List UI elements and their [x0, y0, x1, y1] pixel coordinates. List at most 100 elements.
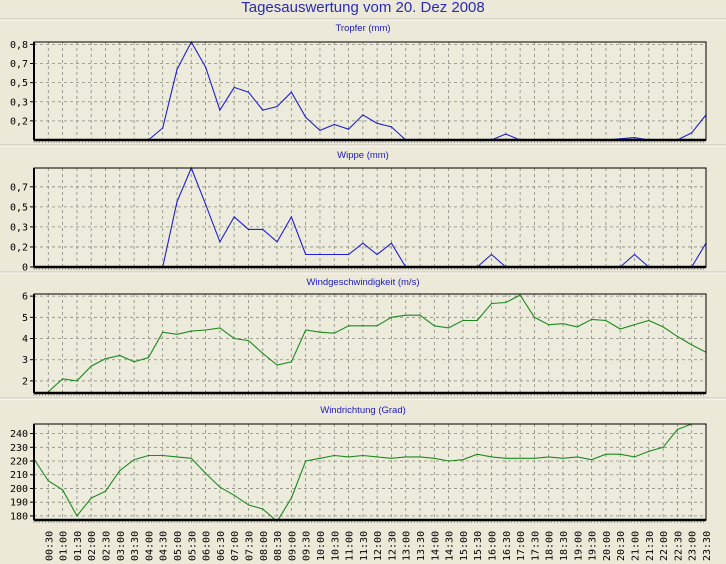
y-tick-label: 190 — [10, 498, 28, 509]
data-point — [633, 253, 636, 256]
plot-area — [34, 168, 706, 267]
data-point — [162, 127, 164, 129]
x-tick-label: 09:30 — [302, 531, 313, 561]
x-tick-label: 18:30 — [559, 531, 570, 561]
y-tick-label: 0,3 — [10, 222, 28, 233]
data-point — [204, 203, 207, 205]
data-point — [390, 457, 393, 459]
y-tick-label: 5 — [22, 313, 28, 324]
data-point — [548, 324, 550, 326]
x-tick-label: 05:30 — [187, 531, 198, 561]
data-point — [448, 327, 450, 329]
data-point — [419, 314, 421, 316]
x-tick-label: 08:30 — [273, 531, 284, 561]
x-tick-label: 01:00 — [59, 531, 70, 561]
x-tick-label: 08:00 — [259, 531, 270, 561]
data-point — [247, 504, 250, 506]
y-tick-label: 230 — [10, 443, 28, 454]
data-point — [576, 326, 578, 328]
data-point — [576, 456, 578, 458]
x-tick-label: 23:30 — [702, 531, 713, 561]
data-point — [47, 480, 49, 482]
y-tick-label: 4 — [22, 334, 28, 345]
data-point — [347, 253, 350, 256]
x-tick-label: 01:30 — [73, 531, 84, 561]
series-line — [33, 423, 706, 523]
data-point — [233, 86, 235, 89]
data-point — [648, 319, 650, 322]
x-tick-label: 16:00 — [488, 531, 499, 561]
data-point — [648, 450, 650, 453]
y-tick-label: 6 — [22, 292, 28, 303]
y-tick-label: 0,5 — [10, 78, 28, 89]
data-point — [190, 330, 192, 332]
y-tick-label: 210 — [10, 470, 28, 481]
y-tick-label: 0 — [22, 263, 28, 274]
data-point — [676, 428, 679, 431]
x-tick-label: 17:30 — [530, 531, 541, 561]
plot-area — [34, 424, 706, 520]
y-tick-label: 200 — [10, 484, 28, 495]
data-point — [390, 126, 393, 128]
data-point — [691, 344, 693, 346]
x-tick-label: 13:00 — [402, 531, 413, 561]
data-point — [276, 105, 278, 108]
chart-title: Wippe (mm) — [337, 150, 389, 161]
y-tick-label: 0,8 — [10, 40, 28, 51]
x-tick-label: 21:30 — [645, 531, 656, 561]
data-point — [104, 358, 107, 360]
x-tick-label: 06:30 — [216, 531, 227, 561]
x-tick-label: 04:00 — [144, 531, 155, 561]
data-point — [61, 489, 64, 491]
data-point — [390, 242, 393, 244]
x-tick-label: 02:30 — [101, 531, 112, 561]
data-point — [490, 253, 493, 256]
x-tick-label: 11:30 — [359, 531, 370, 561]
chart-title: Windgeschwindigkeit (m/s) — [307, 277, 420, 288]
data-point — [61, 378, 64, 380]
data-point — [305, 253, 307, 256]
data-point — [76, 380, 78, 382]
data-point — [462, 319, 464, 322]
plot-area — [34, 42, 706, 140]
x-tick-label: 12:30 — [387, 531, 398, 561]
chart-1: Tropfer (mm) 0,2 0,3 0,5 0,7 0,8 — [10, 23, 707, 143]
data-point — [147, 356, 149, 359]
data-point — [362, 454, 364, 457]
data-point — [419, 456, 421, 458]
y-tick-label: 0,5 — [10, 202, 28, 213]
data-point — [691, 132, 693, 134]
data-point — [247, 228, 250, 231]
x-tick-label: 20:30 — [616, 531, 627, 561]
x-tick-label: 04:30 — [159, 531, 170, 561]
x-tick-label: 19:30 — [588, 531, 599, 561]
x-tick-label: 15:30 — [473, 531, 484, 561]
x-tick-label: 03:00 — [116, 531, 127, 561]
x-tick-label: 09:00 — [287, 531, 298, 561]
data-point — [662, 326, 664, 328]
data-point — [204, 329, 207, 331]
data-point — [290, 497, 292, 499]
data-point — [333, 454, 335, 457]
data-point — [562, 323, 564, 325]
data-point — [591, 318, 593, 321]
x-tick-label: 15:00 — [459, 531, 470, 561]
x-tick-label: 10:00 — [316, 531, 327, 561]
data-point — [119, 470, 121, 472]
data-point — [490, 302, 493, 305]
x-tick-label: 06:00 — [202, 531, 213, 561]
x-tick-label: 19:00 — [573, 531, 584, 561]
data-point — [505, 133, 507, 135]
data-point — [176, 456, 178, 458]
y-tick-label: 0,2 — [10, 116, 28, 127]
data-point — [147, 454, 149, 457]
data-point — [290, 361, 292, 363]
data-point — [462, 459, 464, 461]
data-point — [476, 319, 478, 322]
data-point — [676, 335, 679, 337]
x-tick-label: 07:00 — [230, 531, 241, 561]
data-point — [405, 314, 407, 316]
y-tick-label: 0,2 — [10, 242, 28, 253]
data-point — [204, 66, 207, 68]
data-point — [362, 114, 364, 116]
